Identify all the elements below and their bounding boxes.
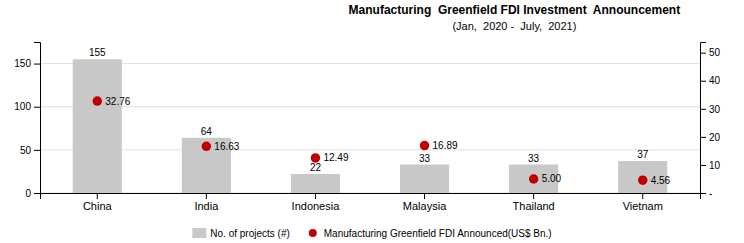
tick-mark <box>700 81 706 82</box>
data-label: 4.56 <box>651 175 671 186</box>
tick: 100 <box>14 101 40 112</box>
tick: 50 <box>20 145 40 156</box>
tick-mark <box>700 109 706 110</box>
legend-label: Manufacturing Greenfield FDI Announced(U… <box>324 228 552 239</box>
chart-svg: 0 50 100 150 - 10 20 30 40 50 China India Indonesia M… <box>0 0 744 243</box>
tick: - <box>700 188 712 199</box>
bar <box>73 59 122 193</box>
legend-item: Manufacturing Greenfield FDI Announced(U… <box>309 228 552 239</box>
data-label: 16.89 <box>433 140 458 151</box>
plot: 0 50 100 150 - 10 20 30 40 50 China India Indonesia M… <box>14 43 720 212</box>
legend: No. of projects (#) Manufacturing Greenfi… <box>192 228 551 239</box>
tick: Thailand <box>513 193 555 212</box>
tick: 40 <box>700 75 721 86</box>
tick-label: India <box>194 200 219 212</box>
y-axis: 0 50 100 150 <box>14 43 40 199</box>
dot <box>529 174 538 183</box>
tick-label: Thailand <box>513 200 555 212</box>
tick-mark <box>97 193 98 199</box>
grid-line <box>40 63 700 64</box>
tick-mark <box>642 193 643 199</box>
axis-line <box>701 43 707 194</box>
tick-label: 20 <box>709 132 721 143</box>
tick: Malaysia <box>403 193 447 212</box>
axis-line <box>34 43 41 194</box>
tick: 20 <box>700 132 721 143</box>
tick: 0 <box>25 188 40 199</box>
tick-label: Indonesia <box>292 200 341 212</box>
tick-mark <box>700 53 706 54</box>
tick: Indonesia <box>292 193 341 212</box>
dot <box>638 175 647 184</box>
dot <box>93 96 102 105</box>
tick-label: 50 <box>709 47 721 58</box>
tick-label: 10 <box>709 160 721 171</box>
tick-mark <box>424 193 425 199</box>
legend-label: No. of projects (#) <box>210 228 289 239</box>
x-axis: China India Indonesia Malaysia Thailand Vietn… <box>41 193 701 212</box>
grid-line <box>40 149 700 150</box>
title: Manufacturing Greenfield FDI Investment … <box>349 3 681 17</box>
tick-mark <box>34 150 40 151</box>
data-label: 16.63 <box>214 141 239 152</box>
marks <box>73 59 668 193</box>
data-label: 12.49 <box>323 152 348 163</box>
tick: India <box>194 193 219 212</box>
tick-label: 150 <box>14 58 31 69</box>
y2-axis: - 10 20 30 40 50 <box>700 43 721 199</box>
data-label: 22 <box>310 162 322 173</box>
dot <box>420 141 429 150</box>
title-block: Manufacturing Greenfield FDI Investment … <box>349 3 681 32</box>
chart-container: 0 50 100 150 - 10 20 30 40 50 China India Indonesia M… <box>0 0 744 243</box>
tick-label: 0 <box>25 188 31 199</box>
bar <box>291 174 340 193</box>
grid-line <box>40 106 700 107</box>
tick-mark <box>315 193 316 199</box>
bar <box>400 165 449 193</box>
tick-label: 40 <box>709 75 721 86</box>
tick-mark <box>700 137 706 138</box>
tick-label: 100 <box>14 101 31 112</box>
data-labels: 155 64 22 33 33 37 32.76 16.63 12.49 16.89 5.00 4.5… <box>89 47 671 185</box>
legend-item: No. of projects (#) <box>192 228 289 239</box>
data-label: 155 <box>89 47 106 58</box>
legend-swatch <box>309 229 317 237</box>
grid <box>40 64 700 193</box>
tick: 50 <box>700 47 721 58</box>
tick: 10 <box>700 160 721 171</box>
tick: Vietnam <box>623 193 663 212</box>
dot <box>202 142 211 151</box>
legend-swatch <box>192 228 206 238</box>
tick-label: - <box>709 188 712 199</box>
tick: 30 <box>700 103 721 114</box>
subtitle: (Jan, 2020 - July, 2021) <box>452 20 576 32</box>
tick: China <box>83 193 113 212</box>
data-label: 33 <box>419 153 431 164</box>
tick: 150 <box>14 58 40 69</box>
data-label: 32.76 <box>105 96 130 107</box>
data-label: 33 <box>528 153 540 164</box>
tick-label: Malaysia <box>403 200 447 212</box>
tick-mark <box>34 193 40 194</box>
data-label: 5.00 <box>542 173 562 184</box>
axis-line <box>41 194 701 200</box>
data-label: 37 <box>637 149 649 160</box>
tick-label: 30 <box>709 103 721 114</box>
tick-label: 50 <box>20 145 32 156</box>
tick-mark <box>206 193 207 199</box>
tick-mark <box>34 64 40 65</box>
tick-label: Vietnam <box>623 200 663 212</box>
tick-mark <box>533 193 534 199</box>
data-label: 64 <box>201 126 213 137</box>
tick-mark <box>34 107 40 108</box>
tick-mark <box>700 165 706 166</box>
tick-label: China <box>83 200 113 212</box>
